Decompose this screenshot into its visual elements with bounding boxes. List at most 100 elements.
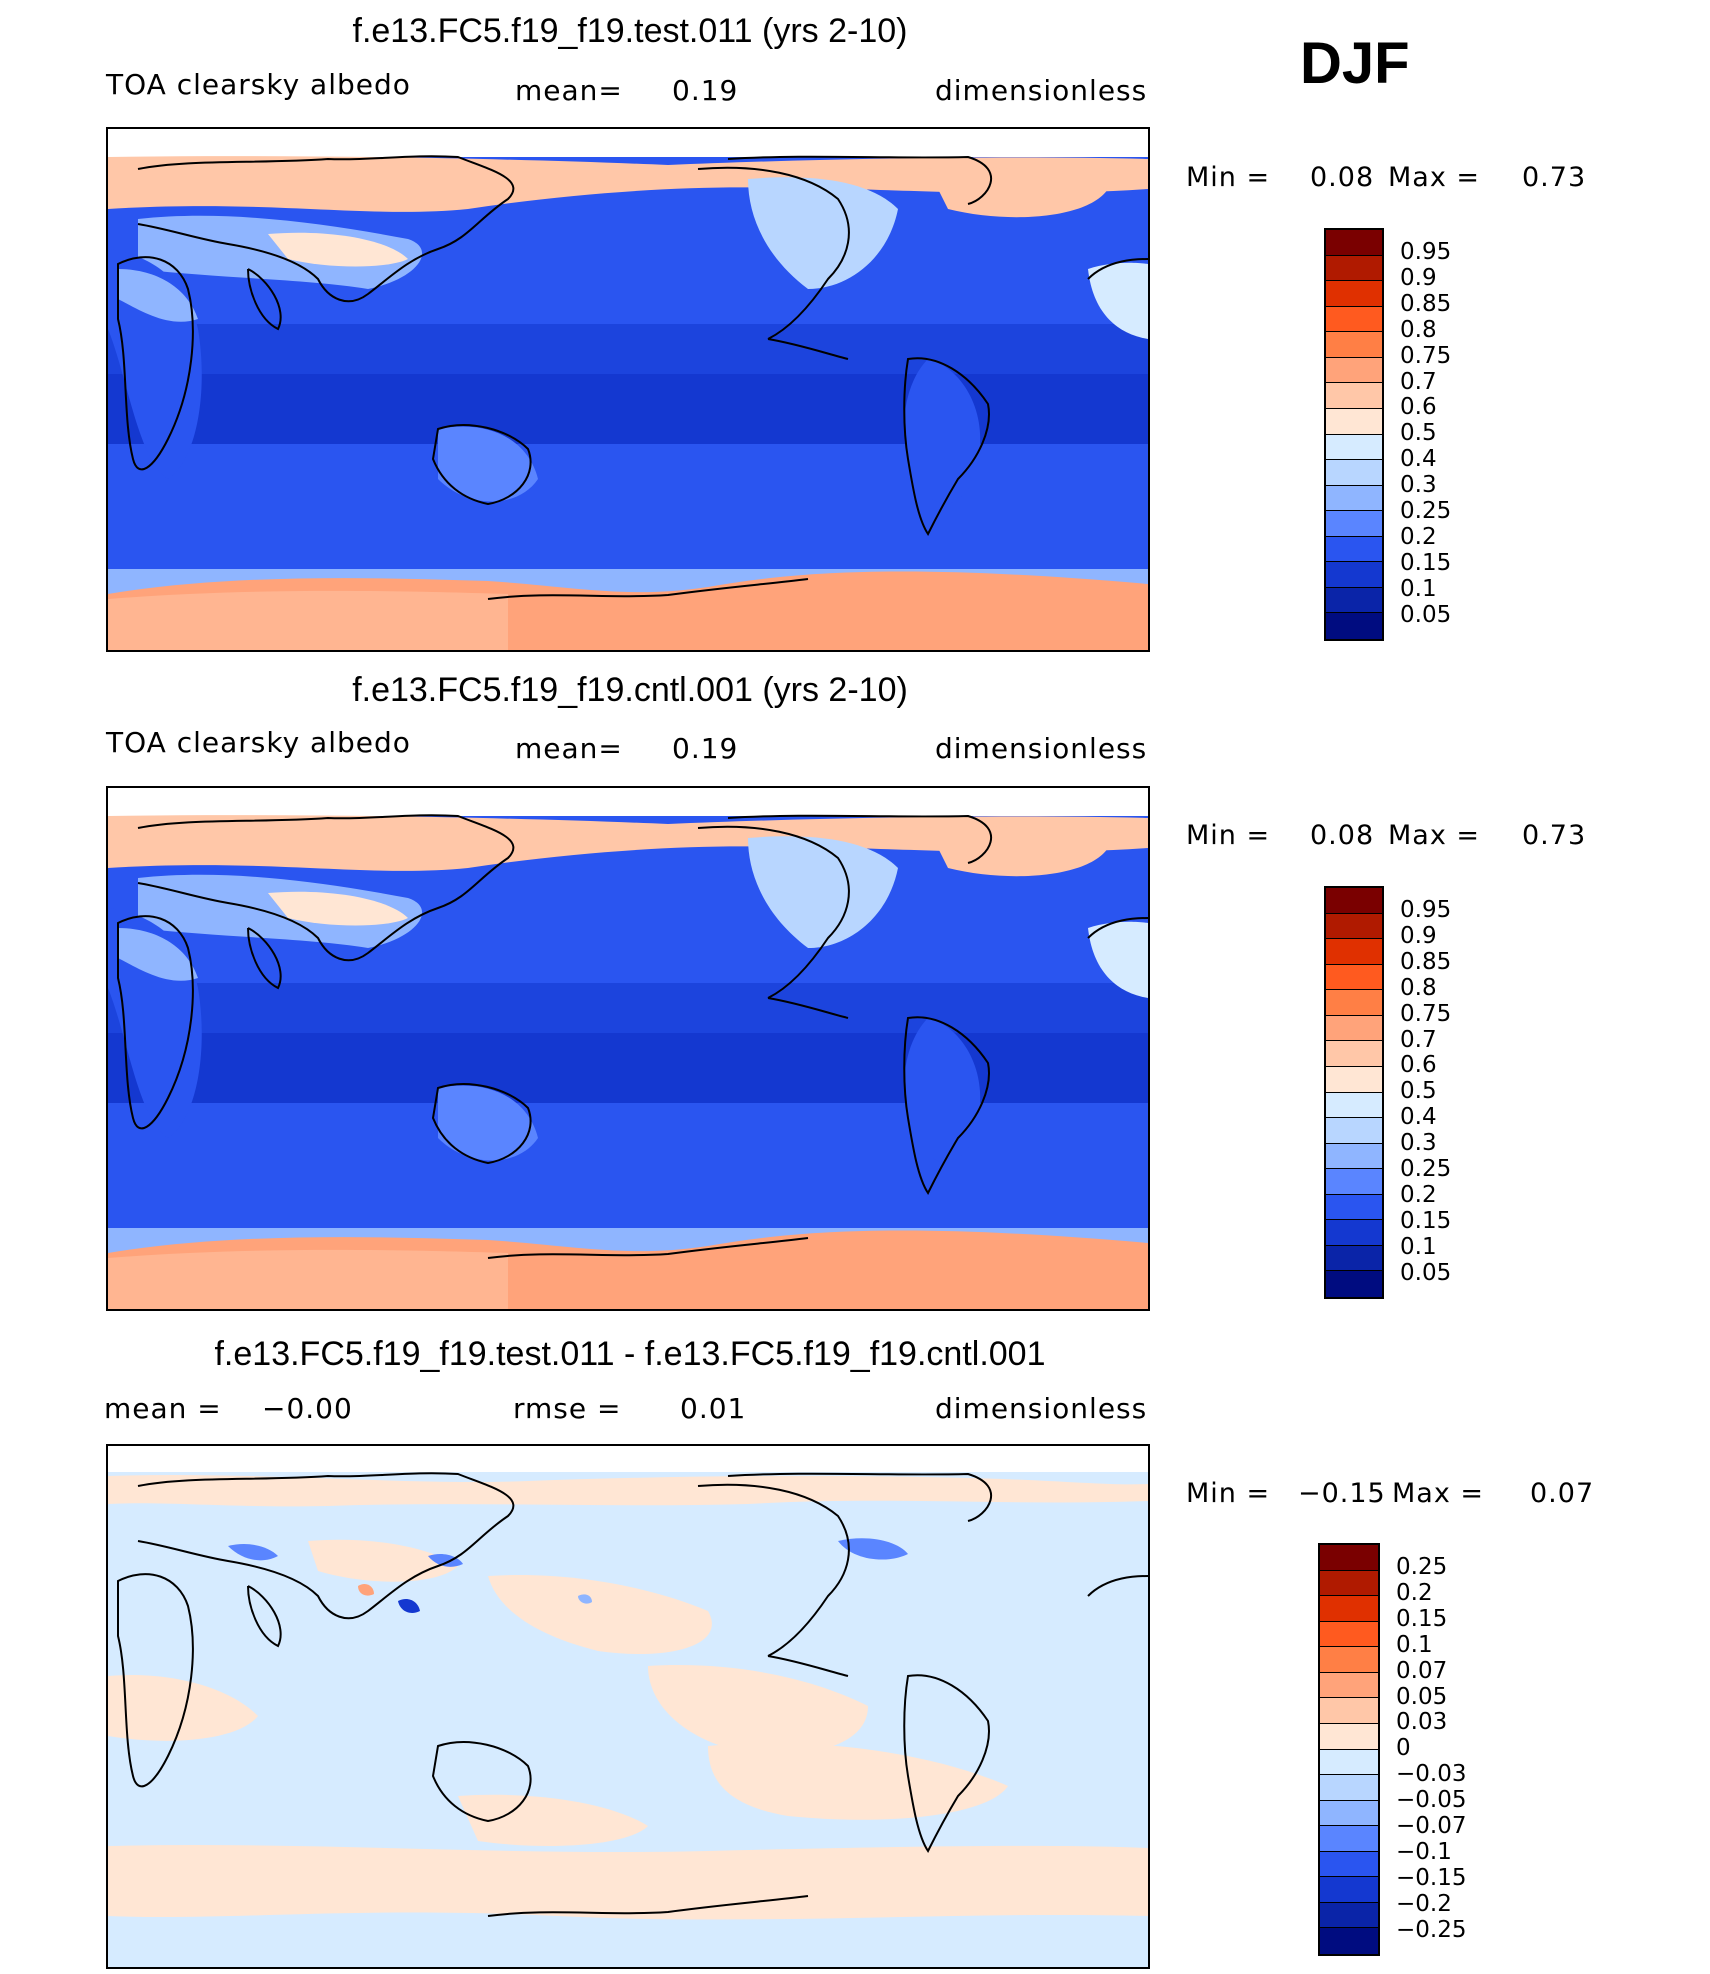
colorbar-swatch xyxy=(1326,408,1382,435)
colorbar-tick-label: 0.5 xyxy=(1400,420,1437,447)
panel1-max-label: Max = xyxy=(1388,162,1481,193)
colorbar-tick-label: 0.2 xyxy=(1400,523,1437,550)
colorbar-swatch xyxy=(1326,562,1382,588)
colorbar-tick-label: 0.25 xyxy=(1396,1554,1448,1580)
colorbar-tick-label: 0.7 xyxy=(1400,1026,1437,1053)
colorbar-swatch xyxy=(1326,1169,1382,1195)
panel1-colorbar xyxy=(1324,228,1384,641)
colorbar-tick-label: 0.75 xyxy=(1400,1000,1452,1027)
colorbar-tick-label: 0.6 xyxy=(1400,1052,1437,1079)
colorbar-swatch xyxy=(1326,332,1382,358)
panel3-mean-value: −0.00 xyxy=(262,1392,353,1425)
colorbar-swatch xyxy=(1326,281,1382,307)
colorbar-tick-label: 0.2 xyxy=(1396,1579,1433,1606)
colorbar-swatch xyxy=(1326,434,1382,461)
colorbar-swatch xyxy=(1326,1015,1382,1042)
colorbar-tick-label: 0.7 xyxy=(1400,368,1437,395)
panel2-min-label: Min = xyxy=(1186,820,1271,851)
colorbar-swatch xyxy=(1320,1698,1378,1724)
colorbar-tick-label: 0.75 xyxy=(1400,342,1452,369)
panel3-rmse-label: rmse = xyxy=(513,1392,622,1425)
colorbar-tick-label: 0.8 xyxy=(1400,316,1437,343)
colorbar-swatch xyxy=(1320,1775,1378,1801)
colorbar-tick-label: 0.1 xyxy=(1400,1233,1437,1260)
panel1-map-svg xyxy=(108,129,1148,650)
panel3-map-svg xyxy=(108,1446,1148,1967)
colorbar-tick-label: 0.05 xyxy=(1400,1259,1452,1286)
colorbar-tick-label: 0.3 xyxy=(1400,472,1437,499)
colorbar-tick-label: 0.6 xyxy=(1400,394,1437,421)
colorbar-swatch xyxy=(1326,230,1382,256)
panel2-map xyxy=(106,786,1150,1311)
colorbar-swatch xyxy=(1326,511,1382,537)
colorbar-tick-label: 0.1 xyxy=(1396,1631,1433,1658)
colorbar-swatch xyxy=(1326,485,1382,512)
panel2-max-label: Max = xyxy=(1388,820,1481,851)
panel2-colorbar xyxy=(1324,886,1384,1299)
panel1-mean-value: 0.19 xyxy=(672,74,739,107)
colorbar-swatch xyxy=(1326,913,1382,940)
colorbar-swatch xyxy=(1326,1245,1382,1272)
panel1-map xyxy=(106,127,1150,652)
colorbar-tick-label: 0.15 xyxy=(1400,1207,1452,1234)
colorbar-tick-label: 0.85 xyxy=(1400,290,1452,317)
panel2-variable-label: TOA clearsky albedo xyxy=(106,726,411,759)
colorbar-tick-label: 0.05 xyxy=(1400,601,1452,628)
colorbar-swatch xyxy=(1326,460,1382,486)
colorbar-swatch xyxy=(1320,1928,1378,1954)
panel1-units: dimensionless xyxy=(935,74,1148,107)
colorbar-tick-label: 0.07 xyxy=(1396,1657,1448,1684)
colorbar-swatch xyxy=(1320,1826,1378,1852)
panel1-min-value: 0.08 xyxy=(1310,162,1375,193)
panel1-mean-label: mean= xyxy=(515,74,623,107)
colorbar-swatch xyxy=(1326,383,1382,409)
colorbar-tick-label: −0.07 xyxy=(1396,1813,1467,1839)
colorbar-swatch xyxy=(1326,1118,1382,1144)
colorbar-tick-label: 0.85 xyxy=(1400,948,1452,975)
colorbar-swatch xyxy=(1326,255,1382,282)
colorbar-tick-label: −0.03 xyxy=(1396,1761,1467,1788)
panel3-colorbar xyxy=(1318,1543,1380,1956)
panel2-title: f.e13.FC5.f19_f19.cntl.001 (yrs 2-10) xyxy=(352,671,908,709)
colorbar-tick-label: 0.4 xyxy=(1400,1104,1437,1131)
panel3-map xyxy=(106,1444,1150,1969)
colorbar-tick-label: 0.15 xyxy=(1396,1605,1448,1632)
colorbar-tick-label: −0.1 xyxy=(1396,1838,1452,1865)
panel1-title: f.e13.FC5.f19_f19.test.011 (yrs 2-10) xyxy=(352,12,908,50)
colorbar-swatch xyxy=(1320,1545,1378,1571)
colorbar-swatch xyxy=(1326,964,1382,991)
panel3-max-label: Max = xyxy=(1392,1478,1485,1509)
colorbar-tick-label: 0.9 xyxy=(1400,922,1437,949)
colorbar-swatch xyxy=(1320,1723,1378,1750)
colorbar-swatch xyxy=(1320,1800,1378,1827)
panel3-min-value: −0.15 xyxy=(1298,1478,1386,1509)
panel1-variable-label: TOA clearsky albedo xyxy=(106,68,411,101)
colorbar-swatch xyxy=(1326,306,1382,333)
panel2-max-value: 0.73 xyxy=(1522,820,1587,851)
colorbar-swatch xyxy=(1326,1066,1382,1093)
panel3-min-label: Min = xyxy=(1186,1478,1271,1509)
colorbar-tick-label: 0.8 xyxy=(1400,974,1437,1001)
panel3-units: dimensionless xyxy=(935,1392,1148,1425)
colorbar-swatch xyxy=(1326,1143,1382,1170)
colorbar-swatch xyxy=(1326,888,1382,914)
colorbar-swatch xyxy=(1326,1041,1382,1067)
colorbar-tick-label: 0.05 xyxy=(1396,1683,1448,1710)
colorbar-tick-label: 0.2 xyxy=(1400,1181,1437,1208)
panel2-mean-label: mean= xyxy=(515,732,623,765)
colorbar-swatch xyxy=(1326,357,1382,384)
colorbar-swatch xyxy=(1326,1271,1382,1297)
colorbar-tick-label: 0.5 xyxy=(1400,1078,1437,1105)
panel1-min-label: Min = xyxy=(1186,162,1271,193)
colorbar-tick-label: 0.3 xyxy=(1400,1130,1437,1157)
colorbar-tick-label: −0.25 xyxy=(1396,1916,1467,1943)
panel2-units: dimensionless xyxy=(935,732,1148,765)
colorbar-tick-label: 0.25 xyxy=(1400,1156,1452,1182)
colorbar-swatch xyxy=(1326,1220,1382,1246)
panel3-mean-label: mean = xyxy=(104,1392,222,1425)
season-label: DJF xyxy=(1300,31,1410,96)
colorbar-tick-label: −0.15 xyxy=(1396,1864,1467,1891)
colorbar-tick-label: 0.95 xyxy=(1400,239,1452,265)
colorbar-tick-label: 0.95 xyxy=(1400,897,1452,923)
colorbar-swatch xyxy=(1320,1851,1378,1878)
